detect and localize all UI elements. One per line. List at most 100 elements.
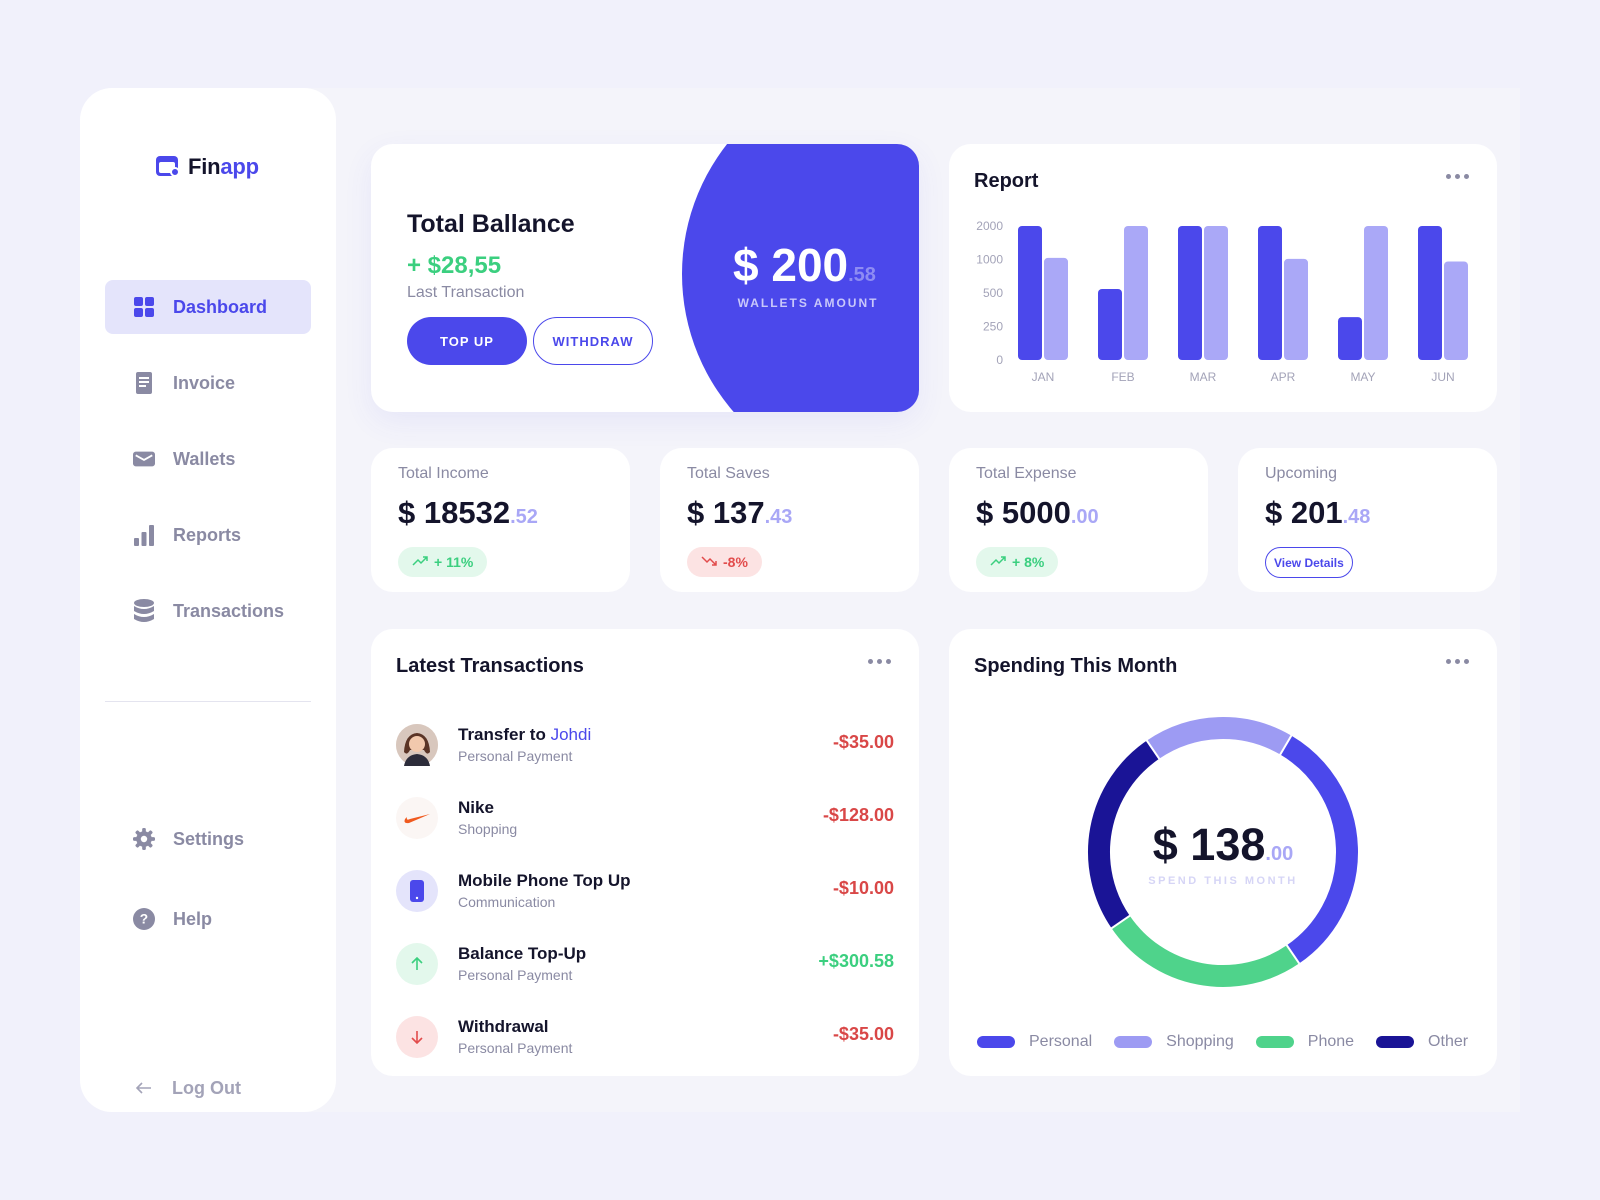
- y-tick-label: 500: [983, 286, 1003, 300]
- legend-item-phone: Phone: [1255, 1033, 1354, 1051]
- document-icon: [133, 372, 155, 394]
- stat-label: Total Expense: [976, 465, 1077, 482]
- y-tick-label: 1000: [976, 253, 1003, 267]
- stat-value: $ 18532.52: [398, 495, 538, 530]
- transaction-amount: -$35.00: [832, 732, 894, 752]
- chart-legend: Personal Shopping Phone Other: [977, 1033, 1468, 1051]
- total-saves-card: Total Saves $ 137.43 -8%: [660, 448, 919, 592]
- total-balance-card: Total Ballance + $28,55 Last Transaction…: [371, 144, 919, 412]
- sidebar-item-wallets[interactable]: Wallets: [105, 432, 311, 486]
- transaction-category: Shopping: [458, 821, 518, 837]
- bar-feb-0[interactable]: [1098, 288, 1122, 360]
- bar-jun-0[interactable]: [1418, 226, 1442, 360]
- transaction-amount: +$300.58: [818, 951, 894, 971]
- bar-jun-1[interactable]: [1444, 261, 1468, 360]
- list-item[interactable]: Transfer to Johdi Personal Payment -$35.…: [396, 708, 894, 781]
- slice-separator: [1284, 942, 1302, 967]
- bar-jan-1[interactable]: [1044, 257, 1068, 360]
- bar-may-0[interactable]: [1338, 317, 1362, 360]
- grid-icon: [133, 296, 155, 318]
- bar-may-1[interactable]: [1364, 226, 1388, 360]
- x-tick-label: MAY: [1350, 370, 1375, 384]
- list-item[interactable]: Balance Top-Up Personal Payment +$300.58: [396, 927, 894, 1000]
- bar-apr-0[interactable]: [1258, 226, 1282, 360]
- transaction-name: Nike: [458, 798, 494, 817]
- latest-transactions-card: Latest Transactions Transfer to Johdi Pe…: [371, 629, 919, 1076]
- more-options-icon[interactable]: [1446, 659, 1469, 664]
- nike-logo-icon: [396, 796, 438, 839]
- list-item[interactable]: Nike Shopping -$128.00: [396, 781, 894, 854]
- trend-down-icon: [701, 554, 717, 570]
- wallet-logo-icon: [156, 156, 180, 178]
- spend-label: SPEND THIS MONTH: [1148, 875, 1298, 887]
- legend-item-personal: Personal: [977, 1033, 1092, 1051]
- sidebar-item-settings[interactable]: Settings: [105, 812, 311, 866]
- question-icon: ?: [133, 908, 155, 930]
- sidebar-divider: [105, 701, 311, 702]
- slice-personal[interactable]: [1280, 735, 1358, 964]
- total-expense-card: Total Expense $ 5000.00 + 8%: [949, 448, 1208, 592]
- bar-jan-0[interactable]: [1018, 226, 1042, 360]
- x-tick-label: APR: [1271, 370, 1296, 384]
- main-nav: Dashboard Invoice Wallets Reports Transa…: [105, 280, 311, 660]
- view-details-button[interactable]: View Details: [1265, 547, 1353, 578]
- card-title: Spending This Month: [974, 655, 1178, 677]
- legend-item-shopping: Shopping: [1114, 1033, 1234, 1051]
- y-tick-label: 2000: [976, 219, 1003, 233]
- spend-amount: $ 138.00: [1152, 819, 1294, 870]
- app-logo[interactable]: Finapp: [156, 154, 259, 180]
- stat-label: Total Saves: [687, 465, 770, 482]
- card-title: Report: [974, 170, 1039, 192]
- y-tick-label: 0: [996, 353, 1003, 367]
- slice-shopping[interactable]: [1146, 717, 1292, 759]
- bar-chart-icon: [133, 524, 155, 546]
- sidebar-item-label: Invoice: [173, 372, 236, 393]
- transaction-category: Communication: [458, 894, 556, 910]
- x-tick-label: FEB: [1111, 370, 1134, 384]
- report-card: Report 2000 1000 500 250 0 JAN FEB MAR APR MAY JUN: [949, 144, 1497, 412]
- withdraw-button[interactable]: WITHDRAW: [533, 317, 653, 365]
- app-name: Finapp: [188, 154, 259, 179]
- avatar: [396, 723, 438, 766]
- x-tick-label: JAN: [1032, 370, 1055, 384]
- sidebar-item-help[interactable]: ? Help: [105, 892, 311, 946]
- logout-label: Log Out: [172, 1078, 241, 1098]
- spending-card: Spending This Month $ 138.00 SPEND THIS …: [949, 629, 1497, 1076]
- transaction-name: Transfer to Johdi: [458, 725, 592, 744]
- bar-mar-1[interactable]: [1204, 226, 1228, 360]
- trend-up-icon: [412, 554, 428, 570]
- stat-value: $ 137.43: [687, 495, 793, 530]
- slice-other[interactable]: [1088, 740, 1160, 929]
- sidebar-item-reports[interactable]: Reports: [105, 508, 311, 562]
- bar-apr-1[interactable]: [1284, 258, 1308, 360]
- transaction-category: Personal Payment: [458, 1040, 573, 1056]
- logout-button[interactable]: Log Out: [135, 1078, 241, 1099]
- transaction-amount: -$35.00: [832, 1024, 894, 1044]
- bar-mar-0[interactable]: [1178, 226, 1202, 360]
- slice-phone[interactable]: [1111, 915, 1300, 987]
- trend-badge: -8%: [687, 547, 762, 577]
- transaction-category: Personal Payment: [458, 748, 573, 764]
- wallet-highlight-shape: [682, 144, 919, 412]
- spending-donut-chart: [1088, 717, 1358, 987]
- slice-separator: [1108, 913, 1133, 931]
- sidebar-item-label: Help: [173, 908, 213, 929]
- bar-feb-1[interactable]: [1124, 226, 1148, 360]
- more-options-icon[interactable]: [868, 659, 891, 664]
- transaction-name: Balance Top-Up: [458, 944, 587, 963]
- sidebar-item-dashboard[interactable]: Dashboard: [105, 280, 311, 334]
- top-up-button[interactable]: TOP UP: [407, 317, 527, 365]
- more-options-icon[interactable]: [1446, 174, 1469, 179]
- transaction-name: Mobile Phone Top Up: [458, 871, 631, 890]
- trend-badge: + 11%: [398, 547, 488, 577]
- list-item[interactable]: Mobile Phone Top Up Communication -$10.0…: [396, 854, 894, 927]
- sidebar-item-invoice[interactable]: Invoice: [105, 356, 311, 410]
- list-item[interactable]: Withdrawal Personal Payment -$35.00: [396, 1000, 894, 1073]
- sidebar-item-label: Reports: [173, 524, 242, 545]
- legend-item-other: Other: [1376, 1033, 1468, 1051]
- x-tick-label: MAR: [1190, 370, 1217, 384]
- sidebar-item-transactions[interactable]: Transactions: [105, 584, 311, 638]
- report-bar-chart: 2000 1000 500 250 0 JAN FEB MAR APR MAY JUN: [976, 219, 1468, 384]
- total-income-card: Total Income $ 18532.52 + 11%: [371, 448, 630, 592]
- card-title: Total Ballance: [407, 210, 575, 238]
